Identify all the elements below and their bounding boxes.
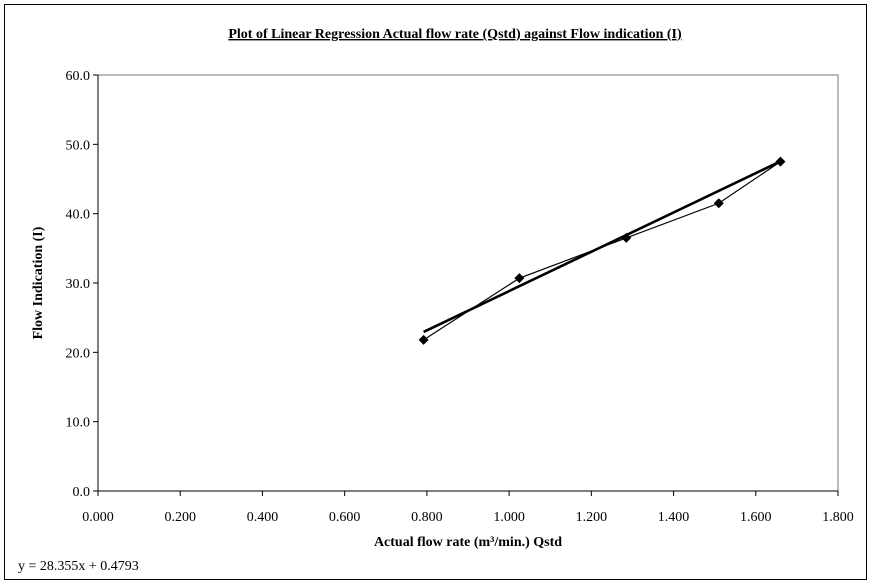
x-tick-label: 0.600 <box>329 510 361 525</box>
x-tick-label: 1.600 <box>740 510 772 525</box>
y-tick-label: 20.0 <box>66 346 91 361</box>
data-point <box>514 273 525 284</box>
y-axis-ticks: 0.0 10.0 20.0 30.0 40.0 50.0 60.0 <box>66 69 98 500</box>
x-tick-label: 1.200 <box>576 510 608 525</box>
chart-title: Plot of Linear Regression Actual flow ra… <box>228 27 682 42</box>
x-tick-label: 1.800 <box>822 510 854 525</box>
data-point <box>775 156 786 167</box>
x-tick-label: 0.200 <box>164 510 196 525</box>
series-line <box>423 161 781 341</box>
data-point <box>418 334 429 345</box>
y-tick-label: 40.0 <box>66 208 91 223</box>
x-tick-label: 1.400 <box>658 510 690 525</box>
y-tick-label: 10.0 <box>66 416 91 431</box>
x-axis-ticks: 0.000 0.200 0.400 0.600 0.800 1.000 1.200 1.400… <box>82 491 854 525</box>
x-axis-label: Actual flow rate (m³/min.) Qstd <box>374 535 562 550</box>
y-tick-label: 60.0 <box>66 69 91 84</box>
plot-area <box>97 74 839 492</box>
y-axis-label: Flow Indication (I) <box>31 226 46 339</box>
x-tick-label: 0.000 <box>82 510 114 525</box>
y-tick-label: 50.0 <box>66 138 91 153</box>
chart-frame <box>4 4 867 580</box>
x-tick-label: 0.800 <box>411 510 443 525</box>
series-group <box>418 156 786 345</box>
x-tick-label: 1.000 <box>493 510 525 525</box>
data-point <box>621 232 632 243</box>
y-tick-label: 30.0 <box>66 277 91 292</box>
y-tick-label: 0.0 <box>73 485 91 500</box>
data-point <box>713 198 724 209</box>
trendline-equation: y = 28.355x + 0.4793 <box>18 559 139 574</box>
x-tick-label: 0.400 <box>247 510 279 525</box>
